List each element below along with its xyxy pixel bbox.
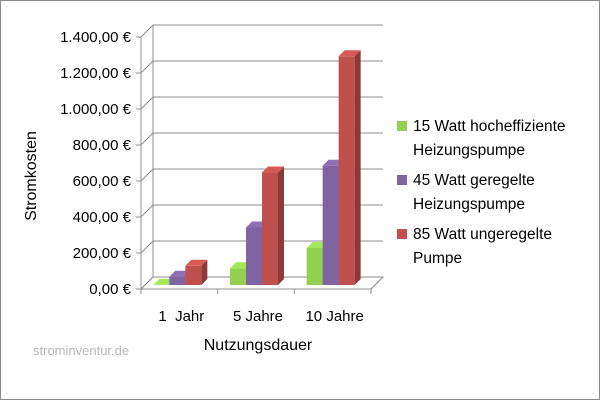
y-tick-label: 0,00 € (89, 281, 131, 298)
y-tick-label: 600,00 € (73, 173, 132, 190)
legend-label: Heizungspumpe (413, 196, 525, 213)
bar-front (306, 247, 323, 285)
bar-side (354, 50, 361, 286)
x-tick-label: 5 Jahre (233, 308, 283, 325)
legend-swatch (397, 121, 407, 131)
axes (136, 25, 372, 294)
bar (185, 259, 208, 285)
legend-label: 85 Watt ungeregelte (413, 226, 552, 243)
y-tick-label: 200,00 € (73, 245, 132, 262)
bar (262, 166, 284, 285)
legend-label: 15 Watt hocheffiziente (413, 118, 566, 135)
y-axis-title: Stromkosten (23, 131, 40, 221)
bar (338, 50, 361, 286)
y-tick-labels: 0,00 € 200,00 € 400,00 € 600,00 € 800,00 € 1.… (60, 29, 132, 298)
bar-top (185, 259, 208, 266)
bar-top (262, 166, 284, 173)
legend-entry: 85 Watt ungeregelte Pumpe (397, 226, 552, 267)
legend-swatch (397, 229, 407, 239)
y-tick-label: 1.000,00 € (60, 101, 132, 118)
legend-entry: 15 Watt hocheffiziente Heizungspumpe (397, 118, 566, 159)
bar-front (169, 276, 186, 285)
x-axis-title: Nutzungsdauer (204, 337, 313, 354)
bars (153, 50, 361, 286)
y-tick-label: 1.200,00 € (60, 65, 132, 82)
x-tick-label: 10 Jahre (305, 308, 363, 325)
x-tick-label: 1 Jahr (158, 308, 204, 325)
bar-front (230, 268, 246, 285)
y-tick-label: 400,00 € (73, 209, 132, 226)
y-tick-label: 1.400,00 € (60, 29, 132, 46)
bar-top (338, 50, 361, 57)
bar-front (246, 227, 262, 285)
legend-entry: 45 Watt geregelte Heizungspumpe (397, 172, 535, 213)
bar-front (262, 172, 278, 285)
legend-label: Pumpe (413, 250, 462, 267)
legend-swatch (397, 175, 407, 185)
legend-label: 45 Watt geregelte (413, 172, 535, 189)
bar-front (338, 56, 355, 286)
y-tick-label: 800,00 € (73, 137, 132, 154)
bar-front (185, 265, 202, 285)
bar-front (322, 165, 339, 285)
legend-label: Heizungspumpe (413, 142, 525, 159)
x-tick-labels: 1 Jahr 5 Jahre 10 Jahre (158, 308, 363, 325)
watermark: strominventur.de (33, 343, 129, 358)
bar-side (201, 259, 208, 285)
bar-side (278, 166, 284, 285)
